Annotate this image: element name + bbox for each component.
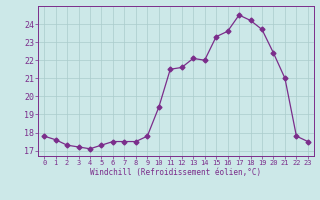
X-axis label: Windchill (Refroidissement éolien,°C): Windchill (Refroidissement éolien,°C) <box>91 168 261 177</box>
